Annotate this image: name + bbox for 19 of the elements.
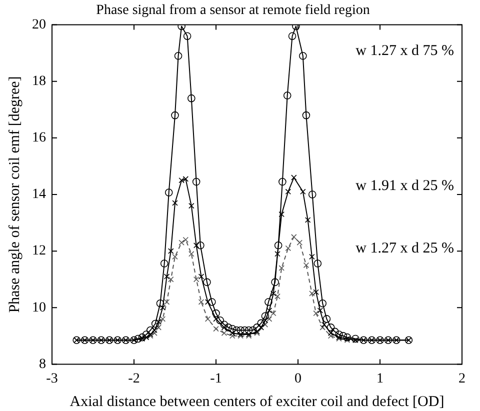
x-tick-label: -2 xyxy=(128,371,140,386)
x-tick-label: 0 xyxy=(294,371,302,386)
y-tick-label: 14 xyxy=(32,187,46,202)
chart-title: Phase signal from a sensor at remote field region xyxy=(96,3,370,18)
x-tick-label: 1 xyxy=(376,371,384,386)
annotation: w 1.27 x d 25 % xyxy=(356,240,454,257)
y-tick-label: 8 xyxy=(39,356,46,372)
y-tick-label: 20 xyxy=(32,17,46,32)
x-tick-label: -1 xyxy=(210,371,222,386)
x-tick-label: -3 xyxy=(46,371,58,386)
y-tick-label: 10 xyxy=(32,300,46,316)
y-axis-title: Phase angle of sensor coil emf [degree] xyxy=(6,76,23,313)
y-tick-label: 18 xyxy=(32,74,46,90)
y-tick-label: 16 xyxy=(32,130,46,146)
annotation: w 1.27 x d 75 % xyxy=(356,42,454,59)
x-tick-label: 2 xyxy=(458,371,466,386)
y-tick-label: 12 xyxy=(32,244,46,259)
annotation: w 1.91 x d 25 % xyxy=(356,178,454,194)
x-axis-title: Axial distance between centers of exciter coil and defect [OD] xyxy=(70,394,444,410)
